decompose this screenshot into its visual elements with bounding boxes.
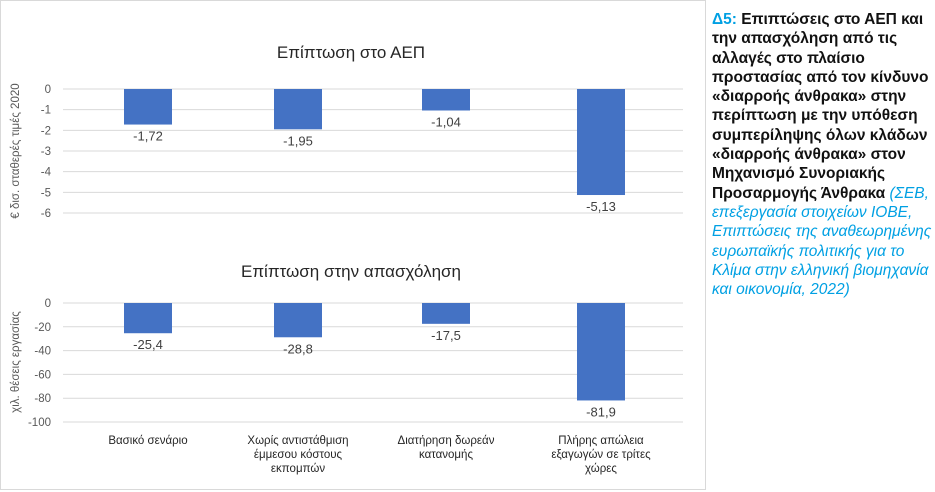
bar xyxy=(577,303,625,401)
bar xyxy=(124,303,172,334)
data-label: -1,95 xyxy=(283,133,313,148)
bar xyxy=(422,303,470,324)
bar xyxy=(274,89,322,130)
y-tick-label: -20 xyxy=(34,322,51,334)
y-tick-label: -6 xyxy=(41,208,51,220)
y-tick-label: -80 xyxy=(34,393,51,405)
chart-title: Επίπτωση στην απασχόληση xyxy=(241,262,461,281)
figure-heading: Επιπτώσεις στο ΑΕΠ και την απασχόληση απ… xyxy=(712,11,929,202)
category-label: Διατήρηση δωρεάν xyxy=(398,435,495,447)
data-label: -25,4 xyxy=(133,337,163,352)
bar xyxy=(577,89,625,196)
category-label: έμμεσου κόστους xyxy=(254,449,343,461)
data-label: -5,13 xyxy=(586,199,616,214)
y-tick-label: -3 xyxy=(41,146,51,158)
category-label: εκπομπών xyxy=(271,463,325,475)
y-tick-label: -2 xyxy=(41,125,51,137)
bar xyxy=(274,303,322,338)
category-label: Πλήρης απώλεια xyxy=(558,435,644,447)
y-tick-label: -5 xyxy=(41,187,51,199)
bar xyxy=(422,89,470,111)
y-tick-label: -40 xyxy=(34,346,51,358)
bar xyxy=(124,89,172,125)
chart-title: Επίπτωση στο ΑΕΠ xyxy=(277,43,425,62)
charts-svg: Επίπτωση στο ΑΕΠ € δισ. σταθερές τιμές 20… xyxy=(10,43,683,475)
data-label: -28,8 xyxy=(283,341,313,356)
chart-panel: Επίπτωση στο ΑΕΠ € δισ. σταθερές τιμές 20… xyxy=(0,0,706,490)
category-label: χώρες xyxy=(585,463,617,475)
figure-source: (ΣΕΒ, επεξεργασία στοιχείων ΙΟΒΕ, Επιπτώ… xyxy=(712,184,932,299)
data-label: -1,72 xyxy=(133,129,163,144)
y-tick-label: 0 xyxy=(45,84,51,96)
data-label: -1,04 xyxy=(431,114,461,129)
category-label: Χωρίς αντιστάθμιση xyxy=(247,435,348,447)
y-axis-label: χιλ. θέσεις εργασίας xyxy=(10,311,22,413)
y-axis-label: € δισ. σταθερές τιμές 2020 xyxy=(10,83,22,218)
y-tick-label: -60 xyxy=(34,369,51,381)
figure-number: Δ5: xyxy=(712,11,737,28)
data-label: -17,5 xyxy=(431,328,461,343)
data-label: -81,9 xyxy=(586,404,616,419)
y-tick-label: 0 xyxy=(45,298,51,310)
category-label: κατανομής xyxy=(419,449,473,461)
category-label: εξαγωγών σε τρίτες xyxy=(551,449,651,461)
y-tick-label: -100 xyxy=(28,417,51,429)
figure-caption: Δ5: Επιπτώσεις στο ΑΕΠ και την απασχόλησ… xyxy=(712,10,932,299)
y-tick-label: -1 xyxy=(41,105,51,117)
category-label: Βασικό σενάριο xyxy=(108,435,187,447)
y-tick-label: -4 xyxy=(41,167,52,179)
